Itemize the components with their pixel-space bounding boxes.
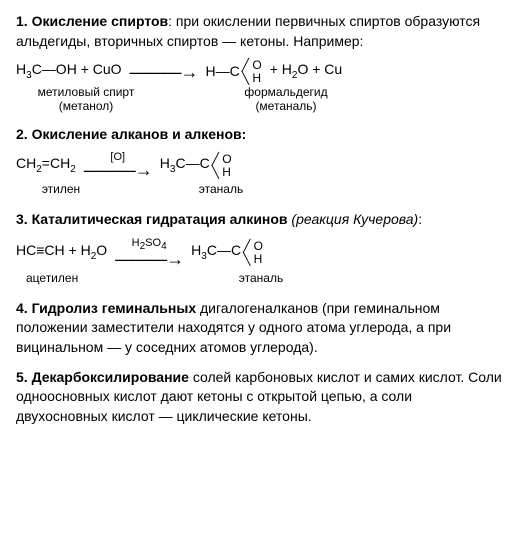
label-spacer-3 xyxy=(146,270,216,287)
section-5-num: 5. xyxy=(16,369,32,385)
r3-lhs-b: O xyxy=(96,242,107,258)
r3-rhs-a: H xyxy=(191,242,201,258)
section-3-colon: : xyxy=(418,211,422,227)
r1-branch-h: ╲ H xyxy=(242,72,262,85)
label-right-3: этаналь xyxy=(216,270,306,287)
reaction-1-tail: + H2O + Cu xyxy=(270,60,343,83)
aldehyde-branch-icon: ╱ O ╲ H xyxy=(242,59,262,84)
r3-lhs-a: HC≡CH + H xyxy=(16,242,91,258)
r2-lhs-b: =CH xyxy=(42,155,70,171)
r2-lhs-a: CH xyxy=(16,155,36,171)
reaction-2-rhs: H3C—C ╱ O ╲ H xyxy=(160,153,232,178)
section-2-num: 2. xyxy=(16,126,32,142)
r2-lhs-bs: 2 xyxy=(70,164,76,175)
aldehyde-branch-icon: ╱ O ╲ H xyxy=(212,153,232,178)
arrow-icon: H2SO4 ———→ xyxy=(115,238,183,268)
label-right-2: этаналь xyxy=(176,181,266,198)
r2-rhs-text: H3C—C xyxy=(160,154,210,177)
section-1-title: Окисление спиртов xyxy=(32,13,169,29)
r1-lhs-b: C—OH + CuO xyxy=(32,61,122,77)
r3-branch-h: ╲ H xyxy=(243,253,263,266)
arrow-line: ———→ xyxy=(115,250,183,268)
lab-l1-b: (метанол) xyxy=(59,100,114,113)
reaction-1: H3C—OH + CuO ———→ H—C ╱ O ╲ H + H2O + Cu xyxy=(16,59,502,84)
section-4-num: 4. xyxy=(16,300,32,316)
r1-tail-a: + H xyxy=(270,61,292,77)
section-3-text: 3. Каталитическая гидратация алкинов (ре… xyxy=(16,210,502,230)
reaction-3-lhs: HC≡CH + H2O xyxy=(16,241,107,264)
section-3-num: 3. xyxy=(16,211,32,227)
section-2-text: 2. Окисление алканов и алкенов: xyxy=(16,125,502,145)
reaction-1-lhs: H3C—OH + CuO xyxy=(16,60,122,83)
aldehyde-branch-icon: ╱ O ╲ H xyxy=(243,240,263,265)
lab-r1-b: (метаналь) xyxy=(255,100,316,113)
label-left-2: этилен xyxy=(16,181,106,198)
r2-branch-h: ╲ H xyxy=(212,166,232,179)
r1-tail-b: O + Cu xyxy=(297,61,342,77)
section-2-title: Окисление алканов и алкенов: xyxy=(32,126,247,142)
r1-rhs-a: H—C xyxy=(206,62,240,82)
r1-h: H xyxy=(252,71,261,85)
r1-lhs-a: H xyxy=(16,61,26,77)
reaction-2: CH2=CH2 [O] ———→ H3C—C ╱ O ╲ H xyxy=(16,152,502,179)
label-spacer-1 xyxy=(156,86,216,112)
label-left-1: метиловый спирт (метанол) xyxy=(16,86,156,112)
section-4-text: 4. Гидролиз геминальных дигалогеналканов… xyxy=(16,299,502,358)
arrow-line: ———→ xyxy=(84,161,152,179)
reaction-1-rhs: H—C ╱ O ╲ H xyxy=(206,59,262,84)
r2-h: H xyxy=(222,165,231,179)
section-2: 2. Окисление алканов и алкенов: CH2=CH2 … xyxy=(16,125,502,198)
r2-rhs-b: C—C xyxy=(175,155,209,171)
r3-h: H xyxy=(254,252,263,266)
section-5-title: Декарбоксилирование xyxy=(32,369,189,385)
label-left-3: ацетилен xyxy=(16,270,146,287)
lab-l1-a: метиловый спирт xyxy=(38,86,135,99)
reaction-3-rhs: H3C—C ╱ O ╲ H xyxy=(191,240,263,265)
reaction-2-lhs: CH2=CH2 xyxy=(16,154,76,177)
lab-r1-a: формальдегид xyxy=(244,86,327,99)
r3-at-a: H xyxy=(132,237,140,249)
section-3-italic: (реакция Кучерова) xyxy=(288,211,419,227)
arrow-line: ———→ xyxy=(130,63,198,81)
reaction-3-labels: ацетилен этаналь xyxy=(16,270,502,287)
section-4: 4. Гидролиз геминальных дигалогеналканов… xyxy=(16,299,502,358)
section-4-title: Гидролиз геминальных xyxy=(32,300,197,316)
reaction-1-labels: метиловый спирт (метанол) формальдегид (… xyxy=(16,86,502,112)
section-1-num: 1. xyxy=(16,13,32,29)
label-right-1: формальдегид (метаналь) xyxy=(216,86,356,112)
section-1: 1. Окисление спиртов: при окислении перв… xyxy=(16,12,502,113)
arrow-icon: [O] ———→ xyxy=(84,152,152,179)
section-5: 5. Декарбоксилирование солей карбоновых … xyxy=(16,368,502,427)
r3-at-b: SO xyxy=(145,237,161,249)
reaction-3: HC≡CH + H2O H2SO4 ———→ H3C—C ╱ O ╲ H xyxy=(16,238,502,268)
r3-rhs-b: C—C xyxy=(207,242,241,258)
section-3-title: Каталитическая гидратация алкинов xyxy=(32,211,288,227)
section-3: 3. Каталитическая гидратация алкинов (ре… xyxy=(16,210,502,287)
r3-rhs-text: H3C—C xyxy=(191,241,241,264)
arrow-icon: ———→ xyxy=(130,63,198,81)
reaction-2-labels: этилен этаналь xyxy=(16,181,502,198)
label-spacer-2 xyxy=(106,181,176,198)
section-1-text: 1. Окисление спиртов: при окислении перв… xyxy=(16,12,502,51)
section-5-text: 5. Декарбоксилирование солей карбоновых … xyxy=(16,368,502,427)
r2-rhs-a: H xyxy=(160,155,170,171)
